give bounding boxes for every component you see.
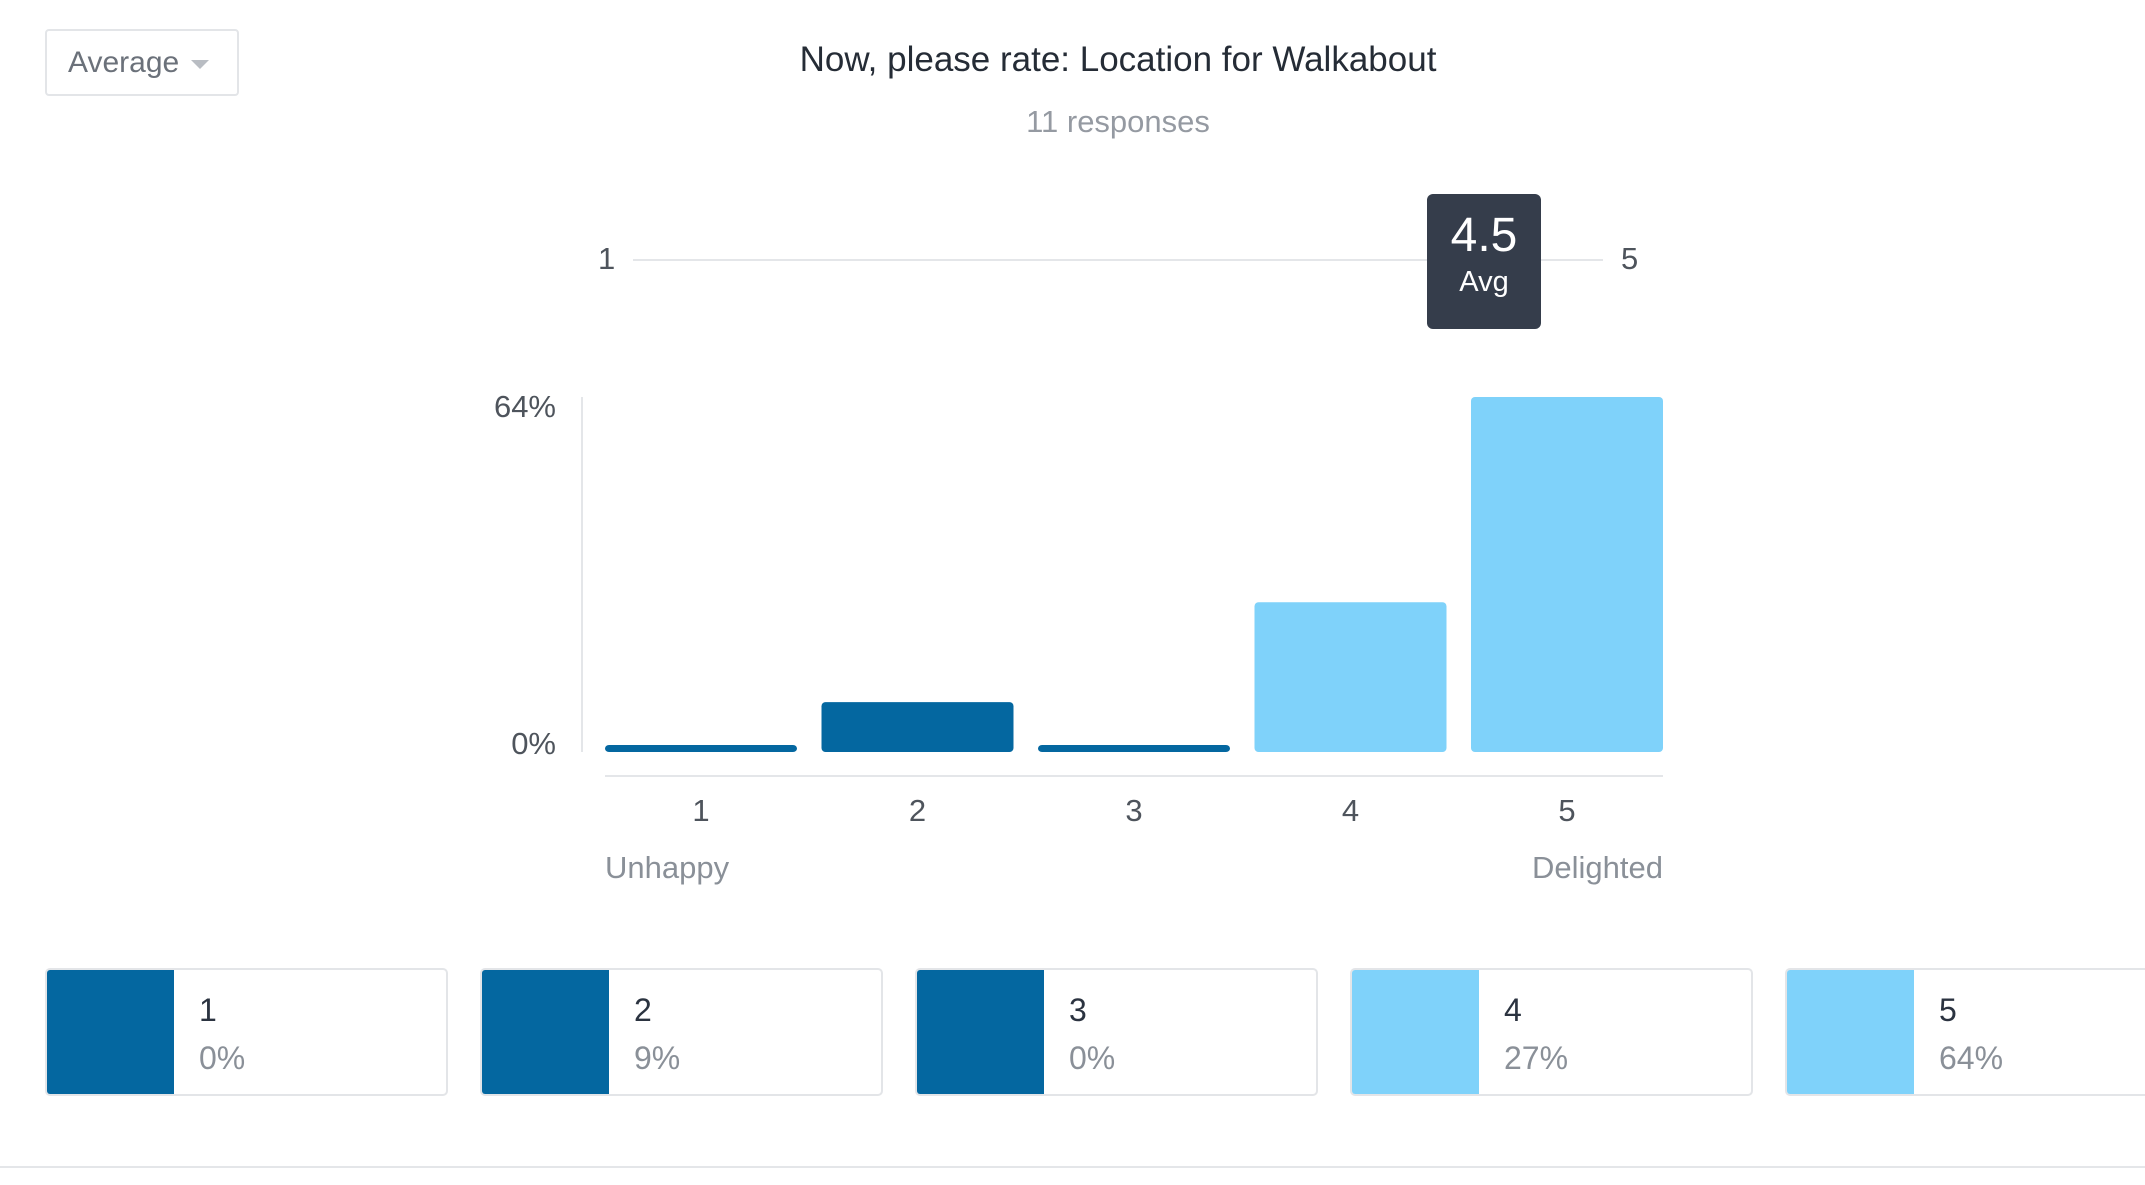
x-tick-label-2: 2 [909,793,926,828]
average-dropdown[interactable]: Average [45,29,239,96]
legend-item-4: 4 27% [1350,968,1753,1096]
x-tick-label-3: 3 [1125,793,1142,828]
legend-item-2: 2 9% [480,968,883,1096]
x-tick-label-4: 4 [1342,793,1359,828]
response-count: 11 responses [1026,104,1210,139]
legend-swatch [917,970,1044,1094]
legend-label: 4 [1504,992,1522,1028]
legend-swatch [1787,970,1914,1094]
legend-item-1: 1 0% [45,968,448,1096]
average-value: 4.5 [1450,209,1518,262]
question-title: Now, please rate: Location for Walkabout [799,40,1437,79]
legend-label: 5 [1939,992,1957,1028]
bar-4 [1254,602,1447,752]
legend-swatch [47,970,174,1094]
dropdown-label: Average [68,45,180,79]
x-tick-label-5: 5 [1558,793,1575,828]
legend-swatch [482,970,609,1094]
legend-item-3: 3 0% [915,968,1318,1096]
bar-2 [821,702,1014,752]
chevron-down-icon [191,60,210,69]
average-label: Avg [1459,266,1509,298]
bar-3 [1038,745,1230,752]
scale-left-label: Unhappy [605,850,730,885]
y-tick-label-min: 0% [511,726,556,761]
bar-5 [1471,397,1663,752]
legend-swatch [1352,970,1479,1094]
rating-bar-chart: 64% 0% 1 2 3 4 5 Unhappy Delighted [494,389,1663,885]
legend-percent: 0% [199,1040,246,1076]
legend-label: 3 [1069,992,1087,1028]
legend-percent: 0% [1069,1040,1116,1076]
bar-1 [605,745,797,752]
average-badge: 4.5 Avg [1427,194,1541,329]
bottom-divider [0,1166,2145,1168]
scale-line [633,259,1603,261]
legend-label: 1 [199,992,217,1028]
scale-right-label: Delighted [1532,850,1663,885]
legend-percent: 9% [634,1040,681,1076]
legend-label: 2 [634,992,652,1028]
scale-min-label: 1 [598,241,616,276]
legend-percent: 27% [1504,1040,1569,1076]
legend-item-5: 5 64% [1785,968,2145,1096]
y-tick-label-max: 64% [494,389,556,424]
scale-max-label: 5 [1621,241,1639,276]
x-tick-label-1: 1 [692,793,709,828]
legend-percent: 64% [1939,1040,2004,1076]
